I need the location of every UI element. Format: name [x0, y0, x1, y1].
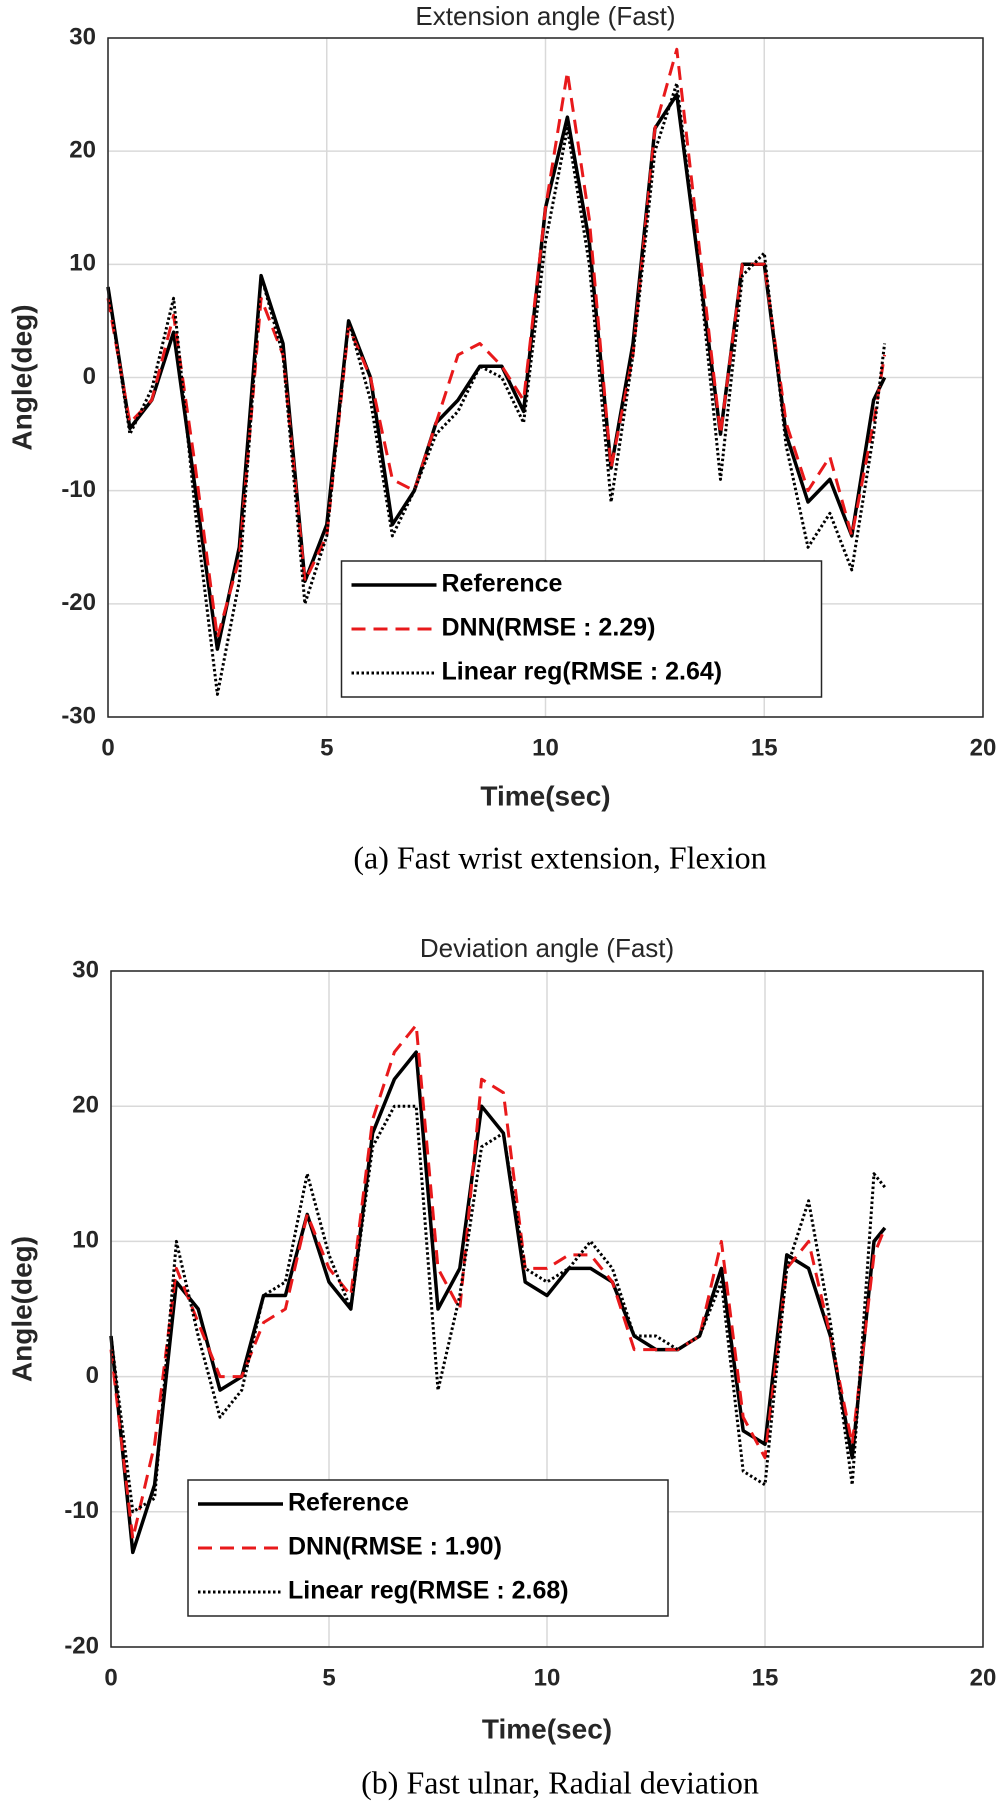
x-tick-label: 15 [751, 734, 778, 761]
x-tick-label: 5 [320, 734, 333, 761]
x-tick-label: 5 [322, 1664, 335, 1691]
chart: 0 5 10 15 20 -30 -20 -10 0 10 20 30 Extension angle … [6, 1, 996, 875]
x-tick-label: 10 [534, 1664, 561, 1691]
x-axis-label: Time(sec) [482, 1713, 612, 1744]
y-tick-label: 0 [83, 363, 96, 390]
y-tick-label: -30 [61, 702, 96, 729]
y-tick-label: 20 [72, 1092, 99, 1119]
y-tick-label: 30 [69, 23, 96, 50]
legend-label: Reference [442, 570, 563, 598]
axes-box [110, 970, 984, 1648]
legend-label: Reference [288, 1489, 409, 1517]
y-tick-label: 0 [86, 1362, 99, 1389]
y-tick-label: -20 [64, 1632, 99, 1659]
y-tick-label: 30 [72, 956, 99, 983]
y-axis-label: Angle(deg) [6, 304, 37, 450]
chart-title: Extension angle (Fast) [415, 1, 675, 31]
legend-label: Linear reg(RMSE : 2.64) [442, 658, 723, 686]
y-axis-label: Angle(deg) [6, 1236, 37, 1382]
y-tick-label: -10 [64, 1497, 99, 1524]
y-tick-label: 10 [69, 250, 96, 277]
y-tick-label: 10 [72, 1227, 99, 1254]
y-tick-label: -20 [61, 589, 96, 616]
y-tick-label: -10 [61, 476, 96, 503]
x-tick-label: 10 [532, 734, 559, 761]
x-tick-label: 15 [752, 1664, 779, 1691]
axes-box [107, 37, 984, 718]
data-line [109, 1104, 887, 1514]
x-tick-label: 20 [970, 734, 997, 761]
caption: (a) Fast wrist extension, Flexion [353, 839, 766, 875]
x-tick-label: 20 [970, 1664, 997, 1691]
x-tick-label: 0 [104, 1664, 117, 1691]
data-line [106, 81, 887, 696]
chart: 0 5 10 15 20 -20 -10 0 10 20 30 Deviation angle (Fa… [6, 933, 996, 1800]
caption: (b) Fast ulnar, Radial deviation [361, 1764, 759, 1800]
data-line [106, 47, 887, 640]
x-tick-label: 0 [101, 734, 114, 761]
legend-label: Linear reg(RMSE : 2.68) [288, 1577, 569, 1605]
x-axis-label: Time(sec) [480, 780, 610, 811]
legend-label: DNN(RMSE : 1.90) [288, 1533, 502, 1561]
chart-title: Deviation angle (Fast) [420, 933, 674, 963]
data-line [109, 1023, 887, 1541]
y-tick-label: 20 [69, 137, 96, 164]
legend-label: DNN(RMSE : 2.29) [442, 614, 656, 642]
